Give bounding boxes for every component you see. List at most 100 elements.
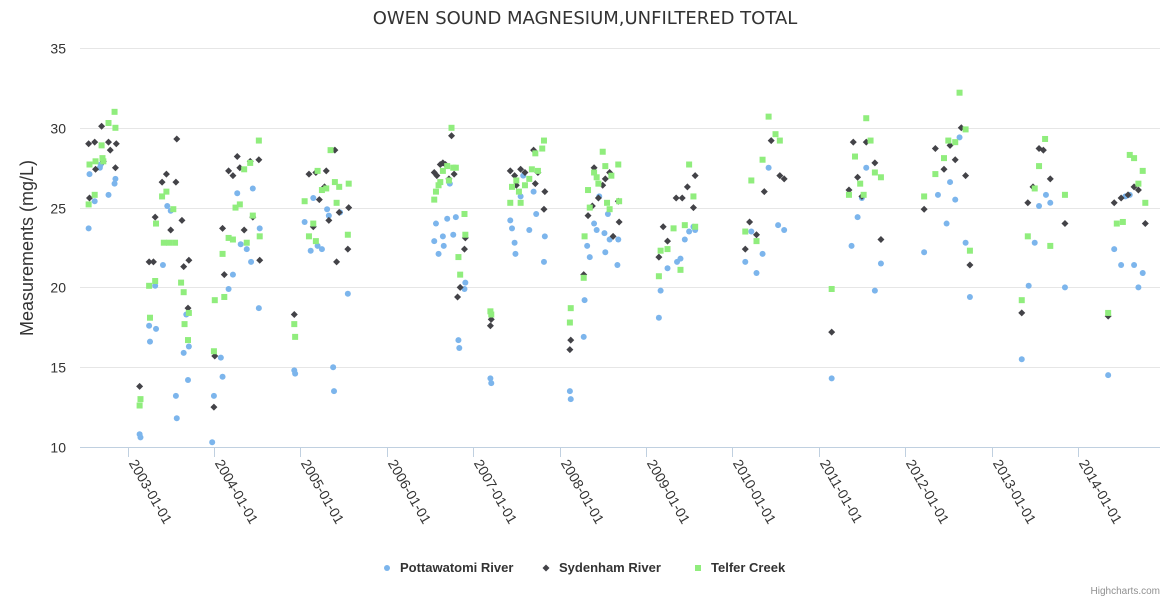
data-point[interactable] bbox=[185, 376, 191, 383]
data-point[interactable] bbox=[185, 337, 191, 344]
data-point[interactable] bbox=[854, 214, 861, 221]
data-point[interactable] bbox=[852, 153, 859, 160]
data-point[interactable] bbox=[170, 206, 177, 213]
data-point[interactable] bbox=[211, 352, 219, 360]
data-point[interactable] bbox=[301, 218, 308, 225]
data-point[interactable] bbox=[237, 241, 244, 248]
data-point[interactable] bbox=[540, 137, 547, 144]
data-point[interactable] bbox=[344, 231, 351, 238]
data-point[interactable] bbox=[517, 165, 525, 173]
data-point[interactable] bbox=[1061, 284, 1068, 291]
data-point[interactable] bbox=[690, 193, 697, 200]
data-point[interactable] bbox=[437, 179, 444, 186]
data-point[interactable] bbox=[159, 193, 166, 200]
data-point[interactable] bbox=[567, 336, 575, 344]
data-point[interactable] bbox=[146, 282, 153, 289]
data-point[interactable] bbox=[677, 255, 684, 262]
data-point[interactable] bbox=[513, 177, 520, 184]
data-point[interactable] bbox=[664, 237, 672, 245]
data-point[interactable] bbox=[1105, 372, 1112, 379]
data-point[interactable] bbox=[947, 179, 954, 186]
data-point[interactable] bbox=[586, 204, 593, 211]
data-point[interactable] bbox=[98, 122, 106, 130]
data-point[interactable] bbox=[290, 311, 298, 319]
data-point[interactable] bbox=[606, 236, 613, 243]
data-point[interactable] bbox=[681, 236, 688, 243]
data-point[interactable] bbox=[149, 258, 157, 266]
data-point[interactable] bbox=[136, 402, 143, 409]
data-point[interactable] bbox=[956, 134, 963, 141]
data-point[interactable] bbox=[318, 187, 325, 194]
data-point[interactable] bbox=[845, 191, 852, 198]
data-point[interactable] bbox=[241, 166, 248, 173]
data-point[interactable] bbox=[655, 314, 662, 321]
data-point[interactable] bbox=[160, 239, 167, 246]
data-point[interactable] bbox=[533, 210, 540, 217]
data-point[interactable] bbox=[507, 199, 514, 206]
data-point[interactable] bbox=[531, 180, 539, 188]
data-point[interactable] bbox=[521, 182, 528, 189]
data-point[interactable] bbox=[1031, 239, 1038, 246]
data-point[interactable] bbox=[439, 233, 446, 240]
data-point[interactable] bbox=[606, 206, 613, 213]
data-point[interactable] bbox=[185, 343, 192, 350]
data-point[interactable] bbox=[532, 150, 539, 157]
data-point[interactable] bbox=[952, 139, 959, 146]
data-point[interactable] bbox=[255, 137, 262, 144]
data-point[interactable] bbox=[760, 188, 768, 196]
data-point[interactable] bbox=[225, 167, 233, 175]
data-point[interactable] bbox=[526, 226, 533, 233]
data-point[interactable] bbox=[91, 138, 99, 146]
data-point[interactable] bbox=[655, 253, 663, 261]
data-point[interactable] bbox=[158, 178, 166, 186]
data-point[interactable] bbox=[137, 434, 144, 441]
data-point[interactable] bbox=[236, 201, 243, 208]
data-point[interactable] bbox=[602, 249, 609, 256]
data-point[interactable] bbox=[657, 247, 664, 254]
data-point[interactable] bbox=[444, 163, 451, 170]
data-point[interactable] bbox=[871, 159, 879, 167]
data-point[interactable] bbox=[152, 282, 159, 289]
data-point[interactable] bbox=[515, 188, 522, 195]
data-point[interactable] bbox=[1036, 203, 1043, 210]
data-point[interactable] bbox=[325, 212, 332, 219]
data-point[interactable] bbox=[863, 115, 870, 122]
data-point[interactable] bbox=[445, 177, 452, 184]
data-point[interactable] bbox=[686, 228, 693, 235]
data-point[interactable] bbox=[292, 333, 299, 340]
data-point[interactable] bbox=[452, 214, 459, 221]
data-point[interactable] bbox=[584, 212, 592, 220]
data-point[interactable] bbox=[828, 375, 835, 382]
data-point[interactable] bbox=[439, 167, 446, 174]
data-point[interactable] bbox=[863, 164, 870, 171]
data-point[interactable] bbox=[511, 239, 518, 246]
data-point[interactable] bbox=[249, 212, 256, 219]
data-point[interactable] bbox=[683, 183, 691, 191]
data-point[interactable] bbox=[608, 172, 615, 179]
data-point[interactable] bbox=[765, 164, 772, 171]
data-point[interactable] bbox=[509, 225, 515, 232]
data-point[interactable] bbox=[217, 354, 224, 361]
data-point[interactable] bbox=[594, 194, 602, 202]
data-point[interactable] bbox=[1061, 191, 1068, 198]
data-point[interactable] bbox=[867, 137, 874, 144]
data-point[interactable] bbox=[1024, 199, 1032, 207]
data-point[interactable] bbox=[315, 196, 323, 204]
data-point[interactable] bbox=[753, 270, 760, 277]
data-point[interactable] bbox=[945, 137, 952, 144]
data-point[interactable] bbox=[249, 185, 256, 192]
data-point[interactable] bbox=[178, 279, 185, 286]
data-point[interactable] bbox=[615, 218, 623, 226]
data-point[interactable] bbox=[322, 167, 330, 175]
data-point[interactable] bbox=[325, 216, 333, 224]
data-point[interactable] bbox=[112, 124, 119, 131]
data-point[interactable] bbox=[454, 293, 462, 301]
data-point[interactable] bbox=[1047, 199, 1054, 206]
data-point[interactable] bbox=[781, 226, 788, 233]
data-point[interactable] bbox=[591, 169, 598, 176]
data-point[interactable] bbox=[753, 231, 761, 239]
data-point[interactable] bbox=[877, 174, 884, 181]
data-point[interactable] bbox=[219, 224, 227, 232]
data-point[interactable] bbox=[333, 258, 341, 266]
data-point[interactable] bbox=[233, 153, 241, 161]
